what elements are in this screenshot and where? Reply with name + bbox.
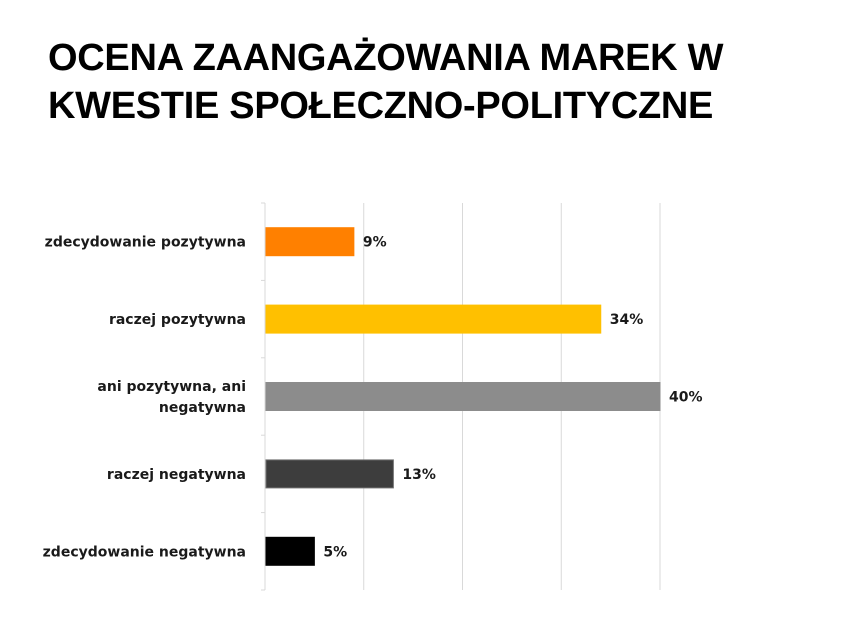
data-label: 9% [363, 235, 387, 251]
category-label: raczej pozytywna [109, 312, 246, 328]
bar [265, 304, 602, 334]
data-label: 5% [323, 544, 347, 560]
category-label: negatywna [159, 400, 246, 416]
chart-title: OCENA ZAANGAŻOWANIA MAREK W KWESTIE SPOŁ… [48, 34, 828, 130]
category-label: zdecydowanie negatywna [43, 544, 246, 560]
chart-title-line-1: OCENA ZAANGAŻOWANIA MAREK W [48, 37, 724, 79]
bar [265, 382, 661, 411]
bar [265, 459, 394, 489]
data-label: 34% [610, 312, 644, 328]
bar [265, 227, 355, 257]
category-label: raczej negatywna [107, 467, 246, 483]
bar [265, 536, 315, 566]
data-label: 40% [669, 390, 703, 406]
category-label: ani pozytywna, ani [97, 379, 246, 395]
chart-title-line-2: KWESTIE SPOŁECZNO-POLITYCZNE [48, 85, 714, 127]
category-label: zdecydowanie pozytywna [45, 235, 246, 251]
data-label: 13% [402, 467, 436, 483]
